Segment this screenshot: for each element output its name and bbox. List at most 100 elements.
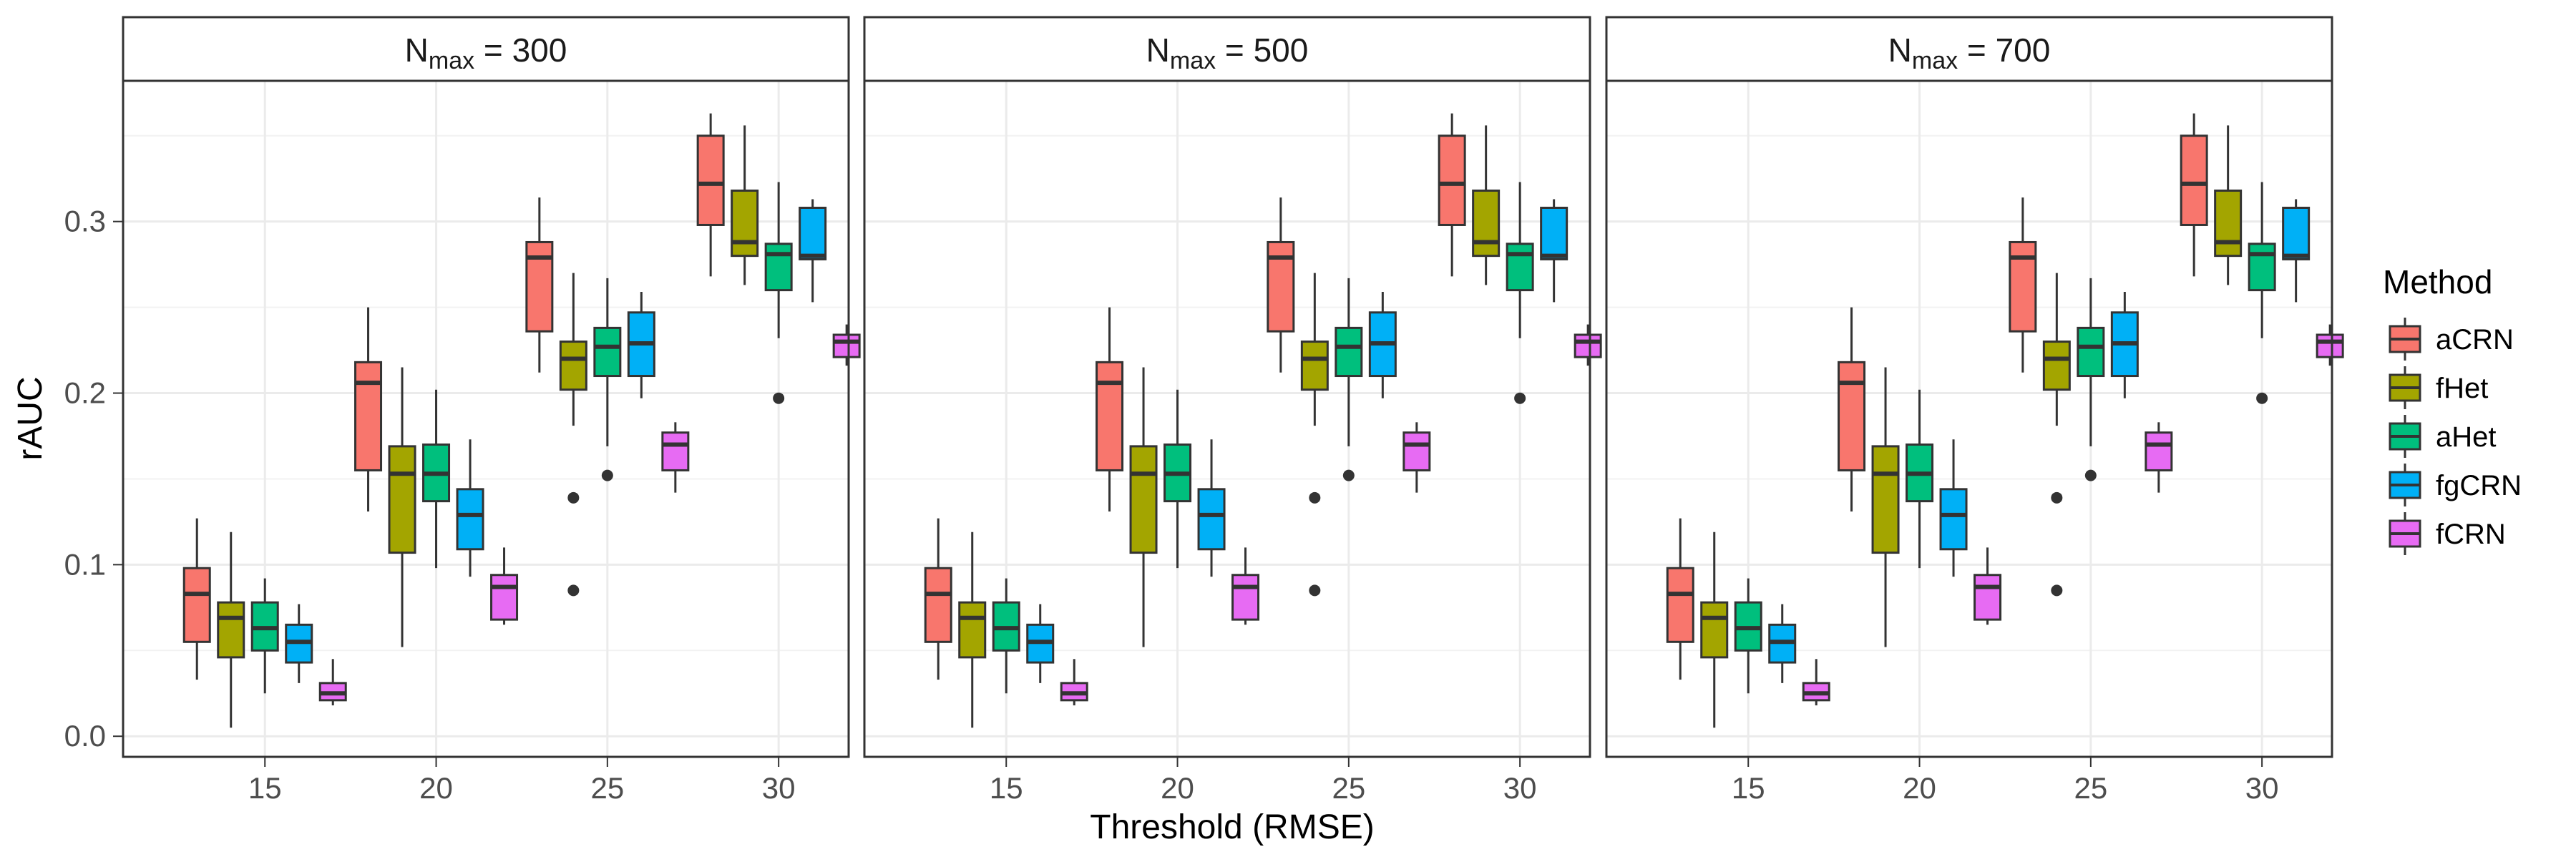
box-aCRN-25 <box>525 197 554 373</box>
box-aCRN-30 <box>2180 113 2208 277</box>
box-aHet-25 <box>593 278 622 481</box>
legend-item-fCRN: fCRN <box>2389 512 2506 555</box>
box-fgCRN-25 <box>2110 292 2139 398</box>
box-body <box>2077 326 2105 378</box>
box-aHet-15 <box>1734 578 1762 694</box>
box-body <box>1939 488 1968 551</box>
outlier-point <box>601 469 613 481</box>
x-tick-label: 30 <box>2245 771 2279 805</box>
box-body <box>799 206 827 260</box>
box-aHet-30 <box>2248 182 2276 404</box>
x-tick-label: 30 <box>1503 771 1537 805</box>
facet-panel-3: Nmax = 700 15 20 25 30 <box>1605 16 2344 805</box>
box-fgCRN-20 <box>456 439 484 577</box>
box-aCRN-30 <box>1438 113 1466 277</box>
legend-item-fgCRN: fgCRN <box>2389 464 2522 506</box>
box-fgCRN-15 <box>1768 604 1797 683</box>
box-fgCRN-20 <box>1197 439 1226 577</box>
box-fHet-25 <box>559 273 587 597</box>
outlier-point <box>2051 584 2063 597</box>
strip-label: Nmax = 500 <box>1146 31 1309 74</box>
y-axis-title: rAUC <box>11 376 49 460</box>
box-body <box>559 341 587 391</box>
box-aCRN-20 <box>1096 307 1124 512</box>
box-aCRN-15 <box>924 518 952 680</box>
box-aHet-20 <box>1906 389 1934 569</box>
box-fCRN-30 <box>1574 324 1602 366</box>
box-fHet-30 <box>2214 125 2243 285</box>
legend-title: Method <box>2383 263 2492 300</box>
legend-item-aHet: aHet <box>2389 415 2497 458</box>
box-fgCRN-20 <box>1939 439 1968 577</box>
box-body <box>2180 134 2208 226</box>
box-body <box>1506 243 1534 292</box>
box-fHet-20 <box>1871 367 1900 647</box>
strip-label: Nmax = 300 <box>405 31 567 74</box>
legend-item-aCRN: aCRN <box>2389 318 2514 361</box>
box-body <box>832 333 861 358</box>
box-fHet-25 <box>2042 273 2071 597</box>
box-body <box>958 601 987 659</box>
x-tick-label: 25 <box>590 771 624 805</box>
facet-panel-1: Nmax = 300 15 20 25 30 <box>122 16 861 805</box>
legend-item-fHet: fHet <box>2389 366 2488 409</box>
box-fHet-20 <box>388 367 416 647</box>
outlier-point <box>2256 392 2268 404</box>
legend-label: fHet <box>2436 373 2488 404</box>
box-body <box>217 601 245 659</box>
outlier-point <box>1309 491 1321 504</box>
box-fCRN-25 <box>2145 422 2173 493</box>
outlier-point <box>567 491 580 504</box>
box-body <box>661 431 690 471</box>
x-tick-label: 25 <box>1332 771 1365 805</box>
box-body <box>1129 445 1158 554</box>
box-body <box>1666 567 1694 643</box>
box-fHet-15 <box>958 532 987 728</box>
box-aHet-25 <box>2077 278 2105 481</box>
outlier-point <box>2051 491 2063 504</box>
box-body <box>456 488 484 551</box>
box-fCRN-20 <box>1974 547 2002 625</box>
box-body <box>388 445 416 554</box>
box-body <box>2214 190 2243 258</box>
box-body <box>731 190 759 258</box>
box-aHet-15 <box>250 578 279 694</box>
legend: Method aCRN fHet aHet fgCRN fCRN <box>2383 263 2522 555</box>
box-body <box>182 567 211 643</box>
box-fCRN-20 <box>1231 547 1260 625</box>
box-aCRN-15 <box>1666 518 1694 680</box>
box-aCRN-20 <box>1838 307 1866 512</box>
box-aHet-30 <box>764 182 793 404</box>
box-body <box>1096 361 1124 471</box>
facet-panel-2: Nmax = 500 15 20 25 30 <box>863 16 1602 805</box>
box-aHet-30 <box>1506 182 1534 404</box>
box-aHet-20 <box>1163 389 1192 569</box>
box-body <box>490 574 519 621</box>
box-fgCRN-25 <box>1368 292 1397 398</box>
box-body <box>2282 206 2311 260</box>
box-fCRN-25 <box>661 422 690 493</box>
x-tick-label: 20 <box>419 771 453 805</box>
box-body <box>1838 361 1866 471</box>
box-fgCRN-15 <box>1026 604 1055 683</box>
y-tick-label: 0.3 <box>64 205 106 238</box>
box-body <box>1871 445 1900 554</box>
box-body <box>1300 341 1329 391</box>
box-body <box>924 567 952 643</box>
box-fgCRN-15 <box>285 604 313 683</box>
box-body <box>1700 601 1729 659</box>
x-axis-title: Threshold (RMSE) <box>1090 808 1374 846</box>
box-aCRN-30 <box>696 113 725 277</box>
outlier-point <box>1514 392 1526 404</box>
y-tick-label: 0.0 <box>64 719 106 753</box>
outlier-point <box>2084 469 2097 481</box>
legend-label: aCRN <box>2436 324 2514 356</box>
box-body <box>1335 326 1363 378</box>
box-aHet-20 <box>422 389 451 569</box>
box-body <box>1974 574 2002 621</box>
x-tick-label: 20 <box>1161 771 1194 805</box>
box-fCRN-15 <box>1060 659 1088 706</box>
box-fCRN-30 <box>2316 324 2344 366</box>
box-fHet-25 <box>1300 273 1329 597</box>
